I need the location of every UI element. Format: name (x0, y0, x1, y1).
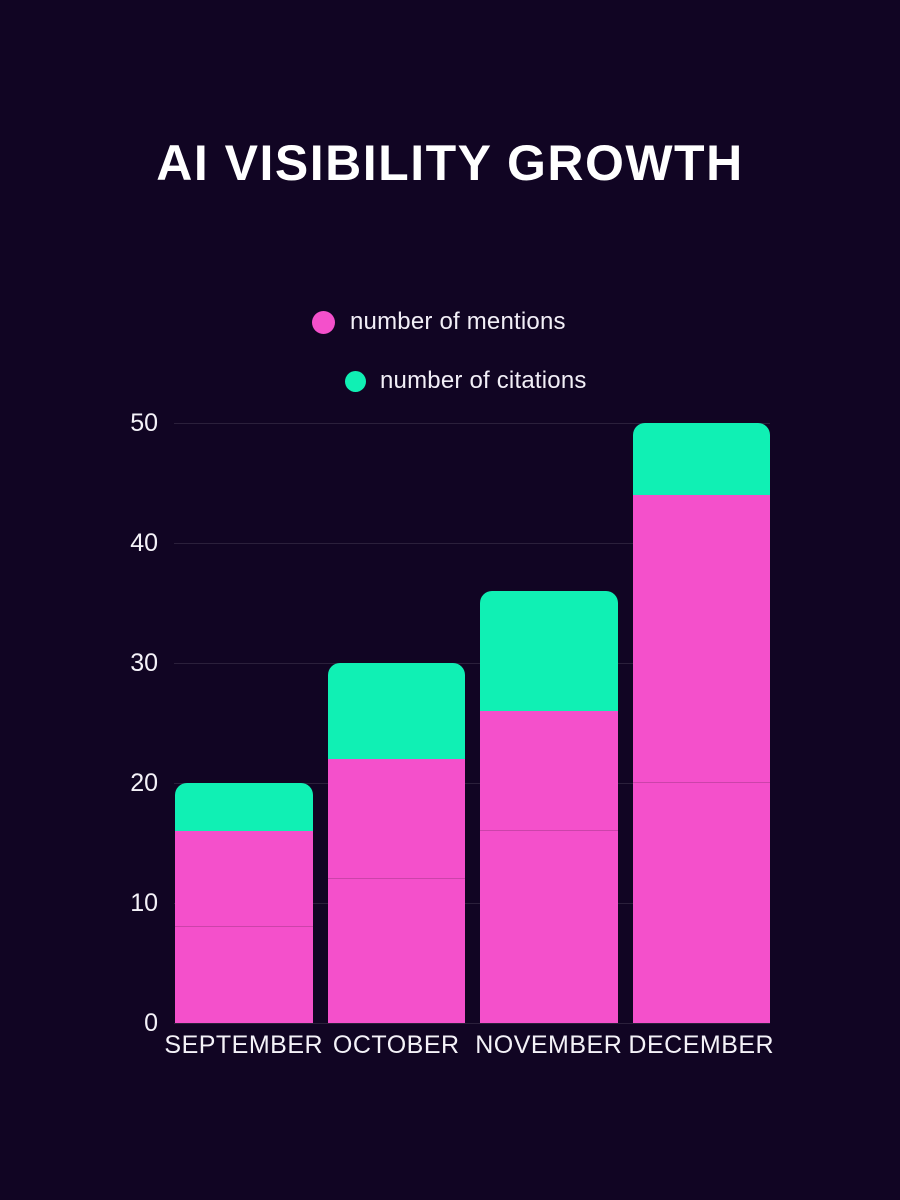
page-title: AI VISIBILITY GROWTH (156, 135, 744, 191)
gridline-50 (174, 423, 770, 424)
bar-november (480, 591, 618, 1023)
y-axis-label-0: 0 (144, 1009, 158, 1037)
gridline-40 (174, 543, 770, 544)
y-axis-label-40: 40 (130, 529, 158, 557)
gridline-0 (174, 1023, 770, 1024)
bar-november-citations-segment (480, 591, 618, 711)
legend-item-citations-label: number of citations (380, 367, 587, 394)
legend-item-citations: number of citations (345, 367, 587, 395)
y-axis-label-10: 10 (130, 889, 158, 917)
x-axis-label-december: DECEMBER (628, 1031, 775, 1059)
bar-october-mentions-segment (327, 759, 465, 1023)
mentions-legend-dot-icon (312, 310, 335, 334)
legend-item-mentions-label: number of mentions (350, 308, 566, 335)
x-axis-label-october: OCTOBER (332, 1031, 460, 1059)
x-axis-label-november: NOVEMBER (475, 1031, 623, 1059)
gridline-20 (174, 783, 770, 784)
citations-legend-dot-icon (345, 370, 366, 392)
bar-september (175, 783, 313, 1023)
y-axis-label-30: 30 (130, 649, 158, 677)
bar-december-inner-divider (632, 782, 770, 1023)
bar-december (632, 423, 770, 1023)
bar-september-citations-segment (175, 783, 313, 831)
legend-item-mentions: number of mentions (312, 308, 566, 336)
bar-november-inner-divider (480, 830, 618, 1023)
gridline-10 (174, 903, 770, 904)
bar-october-inner-divider (327, 878, 465, 1023)
bar-november-mentions-segment (480, 711, 618, 1023)
bar-december-citations-segment (632, 423, 770, 495)
bar-september-inner-divider (175, 926, 313, 1023)
y-axis-label-50: 50 (130, 409, 158, 437)
bar-october-citations-segment (327, 663, 465, 759)
bar-september-mentions-segment (175, 831, 313, 1023)
bar-december-mentions-segment (632, 495, 770, 1023)
gridline-30 (174, 663, 770, 664)
y-axis-label-20: 20 (130, 769, 158, 797)
x-axis-label-september: SEPTEMBER (164, 1031, 324, 1059)
bar-october (327, 663, 465, 1023)
